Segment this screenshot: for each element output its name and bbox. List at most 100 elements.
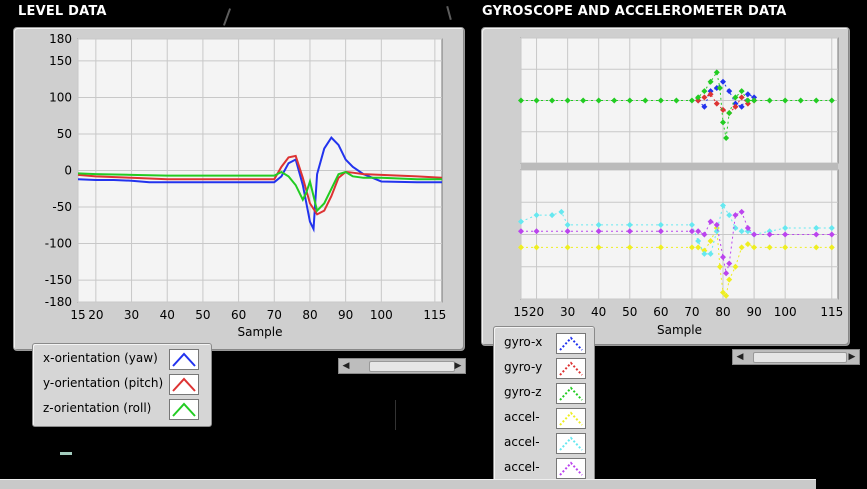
data-point [751, 244, 758, 251]
data-point [782, 97, 789, 104]
background-streak [446, 5, 452, 21]
series-line-z-orientation [77, 170, 442, 213]
data-point [723, 292, 730, 299]
point-swatch-icon[interactable] [556, 458, 586, 479]
data-point [626, 244, 633, 251]
x-tick-label: 50 [195, 308, 210, 322]
x-tick-label: 80 [715, 305, 730, 319]
data-point [657, 244, 664, 251]
legend-item-yaw: x-orientation (yaw) [33, 347, 211, 371]
data-point [726, 88, 733, 95]
data-point [611, 97, 618, 104]
data-point [713, 69, 720, 76]
scroll-right-icon[interactable]: ▶ [454, 361, 462, 371]
legend-item-accel-: accel- [494, 456, 594, 480]
data-point [533, 244, 540, 251]
sensor-data-title: GYROSCOPE AND ACCELEROMETER DATA [482, 4, 787, 19]
scroll-left-icon[interactable]: ◀ [736, 352, 744, 362]
data-point [713, 228, 720, 235]
point-swatch-icon[interactable] [556, 408, 586, 429]
data-point [713, 221, 720, 228]
panel-divider [521, 163, 838, 170]
point-swatch-icon[interactable] [556, 358, 586, 379]
x-tick-label: 20 [88, 308, 103, 322]
data-point [595, 221, 602, 228]
bottom-panel-edge [0, 479, 816, 489]
data-point [713, 225, 720, 232]
data-point [533, 97, 540, 104]
data-point [707, 78, 714, 85]
legend-label: y-orientation (pitch) [43, 376, 164, 390]
line-swatch-icon[interactable] [169, 399, 199, 420]
data-point [518, 218, 524, 225]
data-point [707, 250, 714, 257]
x-tick-label: 20 [529, 305, 544, 319]
data-point [533, 212, 540, 219]
point-swatch-icon[interactable] [556, 433, 586, 454]
data-point [738, 103, 745, 110]
data-point [673, 97, 680, 104]
data-point [732, 263, 739, 270]
x-tick-label: 15 [70, 308, 85, 322]
scroll-left-icon[interactable]: ◀ [342, 361, 350, 371]
point-swatch-icon[interactable] [556, 383, 586, 404]
point-swatch-icon[interactable] [556, 333, 586, 354]
x-tick-label: 50 [622, 305, 637, 319]
data-point [626, 221, 633, 228]
x-tick-label: 115 [423, 308, 446, 322]
y-tick-label: 150 [49, 54, 72, 68]
x-tick-label: 100 [370, 308, 393, 322]
data-point [558, 208, 565, 215]
data-point [766, 228, 773, 235]
data-point [813, 225, 820, 232]
line-swatch-icon[interactable] [169, 374, 199, 395]
data-point [720, 202, 727, 209]
data-point [626, 228, 633, 235]
data-point [744, 91, 751, 98]
x-tick-label: 40 [160, 308, 175, 322]
data-point [713, 85, 720, 91]
data-point [744, 241, 751, 248]
legend-item-accel-: accel- [494, 431, 594, 455]
data-point [688, 244, 695, 251]
data-point [701, 247, 708, 254]
y-tick-label: 0 [64, 164, 72, 178]
sensor-chart: 15 20 30 40 50 60 70 80 90 100 115 Sample [513, 37, 843, 337]
legend-label: x-orientation (yaw) [43, 351, 158, 365]
series-line-gyro-y [697, 93, 755, 114]
data-point [751, 94, 758, 101]
series-line-x-orientation [77, 136, 442, 233]
x-tick-label: 90 [338, 308, 353, 322]
scroll-right-icon[interactable]: ▶ [848, 352, 856, 362]
data-point [766, 231, 773, 238]
data-point [701, 231, 708, 238]
data-point [828, 244, 835, 251]
data-point [797, 97, 804, 104]
x-axis-label: Sample [657, 323, 702, 337]
sensor-legend: gyro-x gyro-y gyro-z accel-accel-accel- [493, 326, 595, 486]
data-point [716, 85, 723, 91]
data-point [813, 244, 820, 251]
x-tick-label: 90 [746, 305, 761, 319]
y-tick-label: -180 [45, 295, 72, 309]
data-point [732, 212, 739, 219]
data-point [751, 231, 758, 238]
data-point [657, 221, 664, 228]
data-point [707, 91, 714, 98]
data-point [732, 225, 739, 232]
x-tick-label: 40 [591, 305, 606, 319]
data-point [720, 119, 727, 126]
data-point [701, 103, 708, 110]
data-point [701, 250, 708, 257]
legend-item-roll: z-orientation (roll) [33, 397, 211, 421]
scroll-thumb[interactable] [369, 361, 455, 372]
data-point [813, 231, 820, 238]
scroll-thumb[interactable] [753, 352, 847, 363]
line-swatch-icon[interactable] [169, 349, 199, 370]
data-point [716, 263, 723, 270]
x-tick-label: 100 [774, 305, 797, 319]
sensor-scrollbar[interactable]: ◀ ▶ [732, 349, 860, 365]
level-scrollbar[interactable]: ◀ ▶ [338, 358, 466, 374]
data-point [626, 97, 633, 104]
data-point [720, 78, 727, 85]
